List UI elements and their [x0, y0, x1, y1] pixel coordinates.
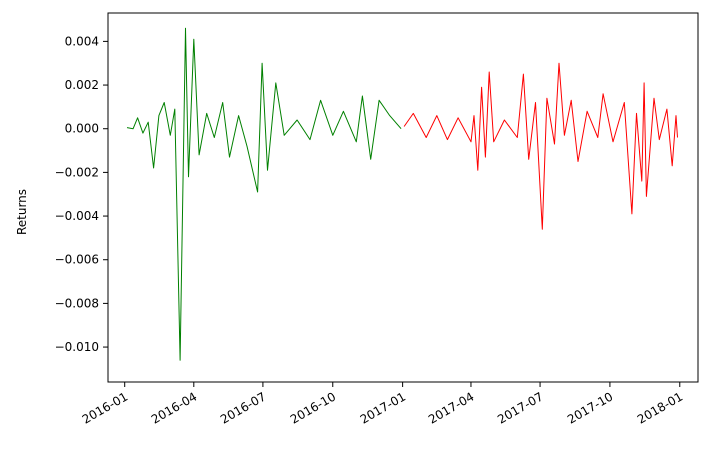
series-layer	[126, 27, 678, 361]
x-tick-label: 2018-01	[635, 389, 685, 426]
x-tick-label: 2016-07	[218, 389, 268, 426]
series-line-2	[403, 62, 678, 230]
y-axis-label: Returns	[15, 189, 29, 235]
plot-frame	[107, 12, 699, 383]
y-tick-label: −0.010	[55, 340, 99, 354]
x-tick-label: 2016-10	[288, 389, 338, 426]
x-tick-label: 2016-01	[80, 389, 130, 426]
y-tick-label: 0.002	[65, 78, 99, 92]
x-tick-label: 2017-10	[565, 389, 615, 426]
x-axis: 2016-01 2016-04 2016-07 2016-10 2017-01 2017-…	[80, 382, 685, 427]
x-tick-label: 2016-04	[149, 389, 199, 426]
x-tick-label: 2017-04	[426, 389, 476, 426]
x-tick-label: 2017-07	[495, 389, 545, 426]
y-tick-label: 0.000	[65, 122, 99, 136]
series-line-1	[126, 27, 402, 361]
y-tick-label: −0.004	[55, 209, 99, 223]
y-tick-label: 0.004	[65, 34, 99, 48]
y-tick-label: −0.002	[55, 165, 99, 179]
y-tick-label: −0.008	[55, 296, 99, 310]
y-tick-label: −0.006	[55, 253, 99, 267]
y-axis: 0.004 0.002 0.000 −0.002 −0.004 −0.006 −0.008 −…	[55, 34, 108, 354]
x-tick-label: 2017-01	[358, 389, 408, 426]
